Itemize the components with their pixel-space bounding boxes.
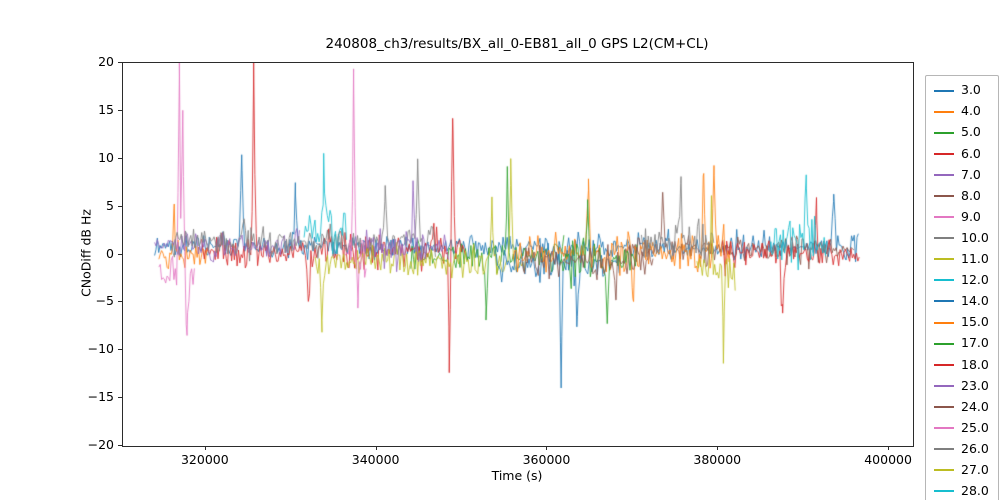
legend-item: 8.0 xyxy=(926,185,998,206)
legend-swatch xyxy=(934,448,954,451)
legend-swatch xyxy=(934,131,954,134)
legend-item: 10.0 xyxy=(926,228,998,249)
legend-label: 27.0 xyxy=(961,461,989,477)
legend-item: 5.0 xyxy=(926,122,998,143)
legend-item: 23.0 xyxy=(926,375,998,396)
legend-label: 26.0 xyxy=(961,440,989,456)
legend-label: 12.0 xyxy=(961,272,989,288)
legend-swatch xyxy=(934,152,954,155)
legend-label: 6.0 xyxy=(961,145,981,161)
legend-label: 18.0 xyxy=(961,356,989,372)
x-tick-label: 320000 xyxy=(180,452,229,467)
y-tick-label: −10 xyxy=(87,341,114,357)
x-tick-mark xyxy=(546,446,548,450)
legend-swatch xyxy=(934,216,954,219)
legend-item: 18.0 xyxy=(926,354,998,375)
y-tick-mark xyxy=(118,253,122,255)
legend-item: 15.0 xyxy=(926,312,998,333)
y-tick-mark xyxy=(118,205,122,207)
x-tick-label: 360000 xyxy=(522,452,571,467)
y-tick-label: 0 xyxy=(106,245,114,261)
legend-item: 14.0 xyxy=(926,291,998,312)
legend-item: 27.0 xyxy=(926,460,998,481)
y-tick-label: −15 xyxy=(87,389,114,405)
legend-label: 9.0 xyxy=(961,208,981,224)
legend-item: 28.0 xyxy=(926,481,998,500)
legend-label: 4.0 xyxy=(961,103,981,119)
legend-swatch xyxy=(934,321,954,324)
legend-swatch xyxy=(934,279,954,282)
legend-swatch xyxy=(934,300,954,303)
legend-item: 6.0 xyxy=(926,143,998,164)
legend-swatch xyxy=(934,405,954,408)
legend-item: 9.0 xyxy=(926,207,998,228)
x-axis-label: Time (s) xyxy=(491,468,543,483)
y-tick-label: 15 xyxy=(98,101,114,117)
legend: 3.0 4.0 5.0 6.0 7.0 8.0 9.0 10.0 11.0 12.0 14.0 15.… xyxy=(925,75,999,500)
legend-item: 4.0 xyxy=(926,101,998,122)
legend-swatch xyxy=(934,89,954,92)
legend-item: 12.0 xyxy=(926,270,998,291)
y-tick-label: 5 xyxy=(106,197,114,213)
x-tick-mark xyxy=(717,446,719,450)
y-tick-mark xyxy=(118,397,122,399)
legend-swatch xyxy=(934,384,954,387)
legend-item: 11.0 xyxy=(926,249,998,270)
plot-canvas xyxy=(123,63,913,446)
legend-item: 7.0 xyxy=(926,164,998,185)
legend-swatch xyxy=(934,469,954,472)
legend-label: 11.0 xyxy=(961,251,989,267)
legend-swatch xyxy=(934,237,954,240)
x-tick-label: 400000 xyxy=(864,452,912,467)
y-tick-label: 20 xyxy=(98,54,114,69)
y-tick-label: −20 xyxy=(87,437,114,452)
legend-label: 25.0 xyxy=(961,419,989,435)
legend-item: 26.0 xyxy=(926,439,998,460)
legend-label: 23.0 xyxy=(961,377,989,393)
legend-swatch xyxy=(934,173,954,176)
legend-swatch xyxy=(934,195,954,198)
legend-swatch xyxy=(934,363,954,366)
y-tick-mark xyxy=(118,157,122,159)
x-tick-mark xyxy=(204,446,206,450)
x-tick-mark xyxy=(375,446,377,450)
legend-item: 25.0 xyxy=(926,418,998,439)
legend-label: 8.0 xyxy=(961,187,981,203)
y-tick-mark xyxy=(118,62,122,63)
y-tick-mark xyxy=(118,301,122,303)
legend-label: 24.0 xyxy=(961,398,989,414)
chart-title: 240808_ch3/results/BX_all_0-EB81_all_0 G… xyxy=(325,36,709,52)
y-tick-label: −5 xyxy=(95,293,114,309)
legend-swatch xyxy=(934,342,954,345)
legend-label: 10.0 xyxy=(961,229,989,245)
legend-label: 7.0 xyxy=(961,166,981,182)
legend-label: 5.0 xyxy=(961,124,981,140)
legend-item: 17.0 xyxy=(926,333,998,354)
plot-area xyxy=(122,62,914,447)
legend-swatch xyxy=(934,427,954,430)
legend-item: 24.0 xyxy=(926,396,998,417)
legend-label: 3.0 xyxy=(961,82,981,98)
legend-item: 3.0 xyxy=(926,80,998,101)
legend-swatch xyxy=(934,258,954,261)
y-tick-label: 10 xyxy=(98,149,114,165)
x-tick-mark xyxy=(888,446,890,450)
y-tick-mark xyxy=(118,109,122,111)
legend-label: 15.0 xyxy=(961,314,989,330)
legend-label: 17.0 xyxy=(961,335,989,351)
legend-swatch xyxy=(934,490,954,493)
legend-label: 14.0 xyxy=(961,293,989,309)
y-tick-mark xyxy=(118,445,122,446)
legend-swatch xyxy=(934,110,954,113)
x-tick-label: 340000 xyxy=(351,452,400,467)
x-tick-label: 380000 xyxy=(693,452,742,467)
legend-label: 28.0 xyxy=(961,483,989,499)
y-tick-mark xyxy=(118,349,122,351)
